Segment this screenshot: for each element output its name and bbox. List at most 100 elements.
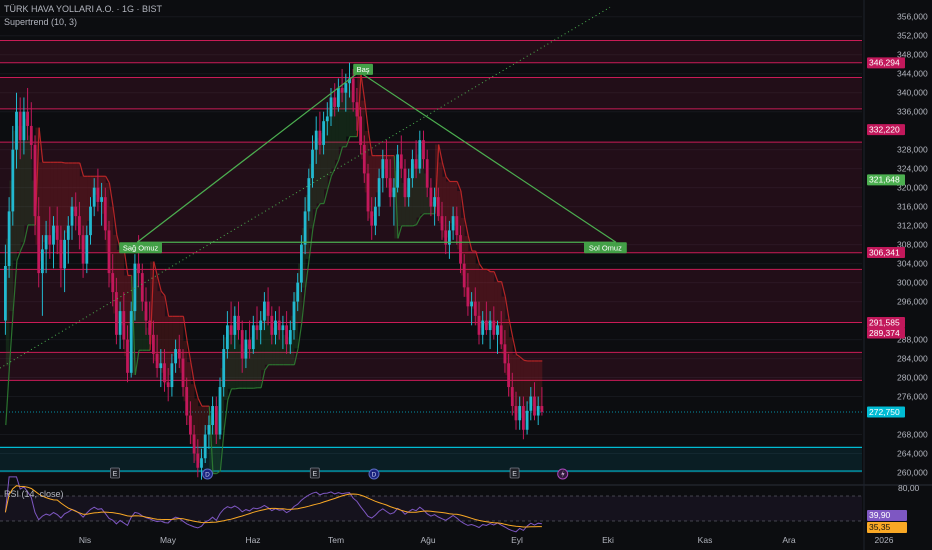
- candle-body: [462, 263, 466, 288]
- supertrend-line: [323, 189, 329, 204]
- earnings-marker-letter: E: [312, 471, 317, 478]
- right-pattern-line: [358, 71, 617, 243]
- earnings-marker: [509, 467, 520, 479]
- price-tick-label: 328,000: [897, 145, 928, 155]
- supertrend-line: [316, 203, 321, 210]
- supertrend-line: [467, 235, 473, 252]
- candle-body: [459, 235, 462, 264]
- price-badge: [867, 317, 905, 329]
- supertrend-fill: [309, 163, 313, 229]
- candle-body: [189, 415, 192, 435]
- supertrend-fill: [42, 162, 47, 243]
- supertrend-line: [20, 242, 25, 252]
- supertrend-line: [304, 258, 310, 288]
- supertrend-fill: [320, 133, 324, 204]
- candle-body: [444, 230, 448, 245]
- price-badge-label: 272,750: [869, 407, 900, 417]
- supertrend-fill: [24, 118, 28, 225]
- supertrend-line: [516, 354, 521, 358]
- candle-body: [85, 235, 89, 264]
- candle-body: [118, 311, 122, 335]
- supertrend-fill: [31, 180, 36, 225]
- candle-body: [214, 406, 218, 435]
- candle-body: [63, 239, 66, 269]
- supertrend-fill: [124, 275, 128, 357]
- supertrend-line: [412, 224, 417, 227]
- candle-body: [78, 216, 81, 236]
- candle-body: [226, 325, 229, 350]
- candle-body: [477, 315, 481, 335]
- candle-body: [522, 406, 525, 430]
- dividend-marker-letter: D: [372, 472, 377, 479]
- candle-body: [218, 387, 222, 435]
- rsi-upper-tick: 80,00: [898, 483, 920, 493]
- supertrend-line: [235, 387, 239, 390]
- candle-body: [89, 206, 92, 236]
- candle-body: [325, 116, 329, 122]
- candle-body: [529, 396, 533, 411]
- time-tick-label: May: [160, 535, 177, 545]
- candle-body: [133, 263, 137, 312]
- supertrend-fill: [316, 137, 321, 204]
- supertrend-fill: [420, 149, 424, 214]
- candle-body: [140, 273, 144, 302]
- supertrend-fill: [109, 206, 114, 283]
- price-badge-label: 332,220: [869, 124, 900, 134]
- supertrend-line: [61, 161, 66, 164]
- candle-body: [33, 144, 37, 217]
- supertrend-fill: [516, 356, 521, 414]
- candle-body: [396, 154, 399, 188]
- supertrend-line: [38, 127, 44, 163]
- candle-body: [362, 144, 366, 174]
- supertrend-line: [264, 364, 269, 371]
- candle-body: [52, 225, 55, 245]
- supertrend-fill: [486, 271, 491, 326]
- supertrend-fill: [353, 109, 358, 137]
- supertrend-fill: [305, 194, 310, 259]
- supertrend-fill: [102, 176, 106, 214]
- price-tick-label: 348,000: [897, 50, 928, 60]
- candle-body: [159, 363, 163, 369]
- dividend-marker-letter: D: [205, 472, 210, 479]
- supertrend-line: [334, 159, 340, 169]
- candle-body: [473, 301, 477, 316]
- candle-body: [251, 325, 255, 350]
- rsi-label[interactable]: RSI (14, close): [4, 489, 64, 499]
- time-tick-label: 2026: [875, 535, 894, 545]
- time-tick-label: Nis: [79, 535, 91, 545]
- price-tick-label: 344,000: [897, 69, 928, 79]
- supertrend-fill: [409, 168, 413, 226]
- supertrend-line: [186, 340, 192, 363]
- candle-body: [7, 211, 11, 266]
- supertrend-line: [156, 276, 162, 292]
- supertrend-fill: [501, 296, 506, 354]
- supertrend-fill: [346, 80, 350, 137]
- candle-body: [403, 168, 407, 198]
- resistance-zone: [0, 352, 862, 381]
- supertrend-fill: [87, 176, 91, 221]
- supertrend-fill: [127, 275, 132, 342]
- indicator-label[interactable]: Supertrend (10, 3): [4, 17, 78, 27]
- price-tick-label: 308,000: [897, 240, 928, 250]
- candle-body: [510, 387, 514, 407]
- supertrend-fill: [505, 318, 509, 376]
- supertrend-line: [131, 275, 136, 375]
- supertrend-fill: [161, 295, 165, 373]
- supertrend-line: [327, 175, 332, 190]
- rsi-ma-badge: 35,35: [867, 522, 907, 533]
- supertrend-fill: [279, 327, 284, 365]
- supertrend-fill: [361, 100, 365, 160]
- supertrend-bands: [5, 74, 543, 475]
- supertrend-fill: [342, 87, 347, 147]
- time-tick-label: Eki: [602, 535, 614, 545]
- supertrend-line: [419, 213, 425, 218]
- supertrend-fill: [216, 410, 221, 471]
- supertrend-fill: [534, 360, 539, 411]
- candle-body: [270, 315, 274, 335]
- supertrend-fill: [479, 269, 484, 328]
- price-badge-label: 321,648: [869, 175, 900, 185]
- candle-body: [129, 311, 133, 373]
- supertrend-fill: [446, 181, 450, 238]
